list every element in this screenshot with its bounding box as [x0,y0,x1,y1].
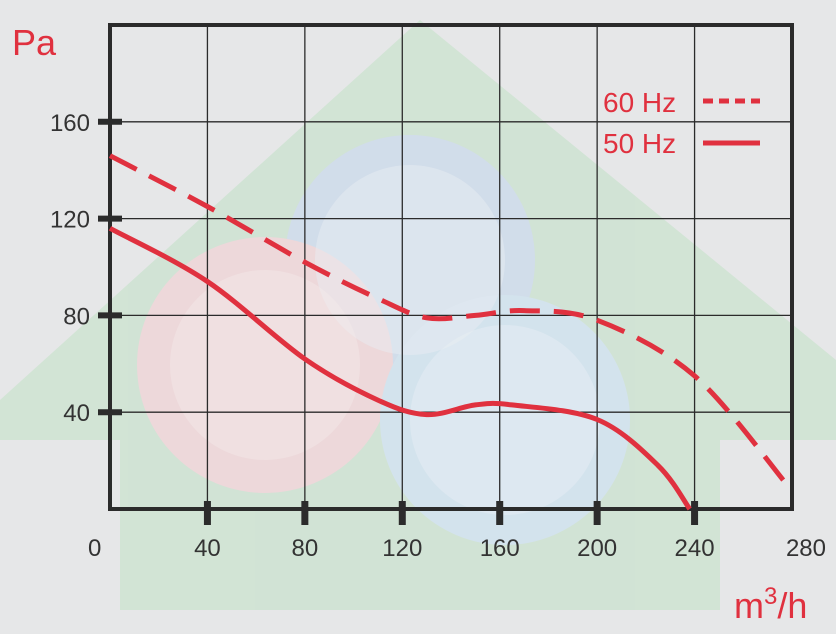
legend-label-50hz: 50 Hz [603,128,676,159]
x-axis-title-tail: /h [777,585,807,626]
series-line-60hz [108,153,790,487]
legend-label-60hz: 60 Hz [603,87,676,118]
watermark-flame-inner [170,270,360,460]
x-tick-label: 0 [88,535,101,562]
watermark-fan-inner [410,325,600,515]
x-tick-label: 200 [577,535,617,562]
y-tick-label: 160 [50,110,90,137]
series-group [108,153,790,511]
axis-ticks [98,118,699,525]
x-axis-title-sup: 3 [764,583,777,610]
x-tick-label: 80 [292,535,319,562]
watermark-snowflake-inner [315,165,505,355]
legend: 60 Hz 50 Hz [603,87,760,159]
y-tick-label: 80 [63,303,90,330]
series-line-50hz [108,226,692,511]
plot-frame [108,23,794,511]
x-axis-title-base: m [734,585,764,626]
x-tick-label: 240 [675,535,715,562]
x-tick-label: 120 [382,535,422,562]
y-tick-label: 40 [63,400,90,427]
y-tick-label: 120 [50,207,90,234]
x-tick-label: 40 [194,535,221,562]
y-axis-title: Pa [12,22,57,63]
grid [110,25,792,509]
y-tick-labels: 40 80 120 160 [50,110,90,427]
x-tick-label: 160 [480,535,520,562]
watermark-flame-circle [137,237,393,493]
x-tick-labels: 0 40 80 120 160 200 240 280 [88,535,826,562]
x-tick-label: 280 [786,535,826,562]
watermark-fan-circle [380,295,630,545]
x-axis-title: m3/h [734,583,807,626]
